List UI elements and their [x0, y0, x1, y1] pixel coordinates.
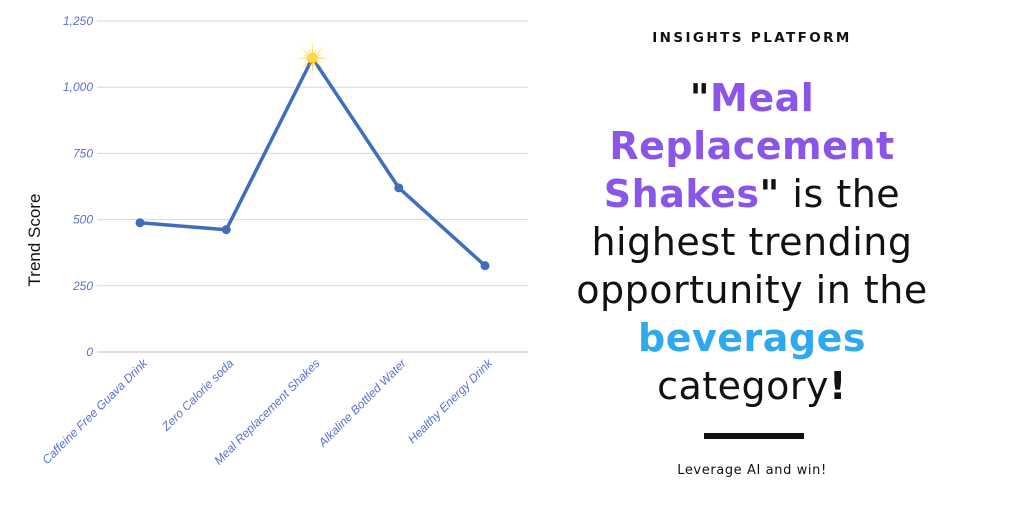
data-points: [135, 53, 490, 271]
headline-close-quote: ": [759, 172, 780, 216]
highlight-center: [307, 53, 318, 64]
headline-highlight-product: Meal Replacement Shakes: [603, 76, 895, 216]
headline-text-2: category: [657, 364, 830, 408]
headline: "Meal Replacement Shakes" is the highest…: [560, 74, 944, 410]
x-tick-label: Zero Calorie soda: [158, 356, 236, 434]
headline-open-quote: ": [689, 76, 711, 120]
y-tick-label: 500: [73, 213, 93, 227]
grid-lines: [97, 20, 528, 353]
data-point: [135, 218, 145, 228]
y-tick-label: 0: [86, 345, 93, 359]
x-tick-labels: Caffeine Free Guava Drink Zero Calorie so…: [39, 356, 496, 468]
highlight-star-icon: [295, 41, 330, 76]
y-tick-label: 750: [73, 146, 93, 160]
insight-panel: INSIGHTS PLATFORM "Meal Replacement Shak…: [560, 0, 944, 512]
trend-chart: 0 250 500 750 1,000 1,250 Caffeine Free Guava…: [25, 14, 528, 468]
brand-name: INSIGHTS PLATFORM: [652, 30, 852, 46]
x-tick-label: Alkaline Bottled Water: [315, 356, 410, 451]
headline-exclaim: !: [829, 364, 847, 408]
y-tick-label: 250: [72, 279, 93, 293]
data-point: [480, 261, 490, 271]
x-tick-label: Caffeine Free Guava Drink: [39, 356, 151, 468]
y-tick-label: 1,000: [63, 80, 93, 94]
y-tick-labels: 0 250 500 750 1,000 1,250: [63, 14, 93, 359]
data-point: [394, 183, 404, 193]
x-tick-label: Healthy Energy Drink: [405, 356, 496, 447]
headline-text-1: is the highest trending opportunity in t…: [576, 172, 928, 312]
y-tick-label: 1,250: [63, 14, 93, 28]
divider: [704, 433, 804, 439]
headline-highlight-category: beverages: [638, 316, 866, 360]
tagline: Leverage AI and win!: [677, 463, 827, 478]
y-axis-label: Trend Score: [25, 194, 44, 287]
data-point: [221, 225, 231, 235]
series-line: [138, 56, 487, 268]
